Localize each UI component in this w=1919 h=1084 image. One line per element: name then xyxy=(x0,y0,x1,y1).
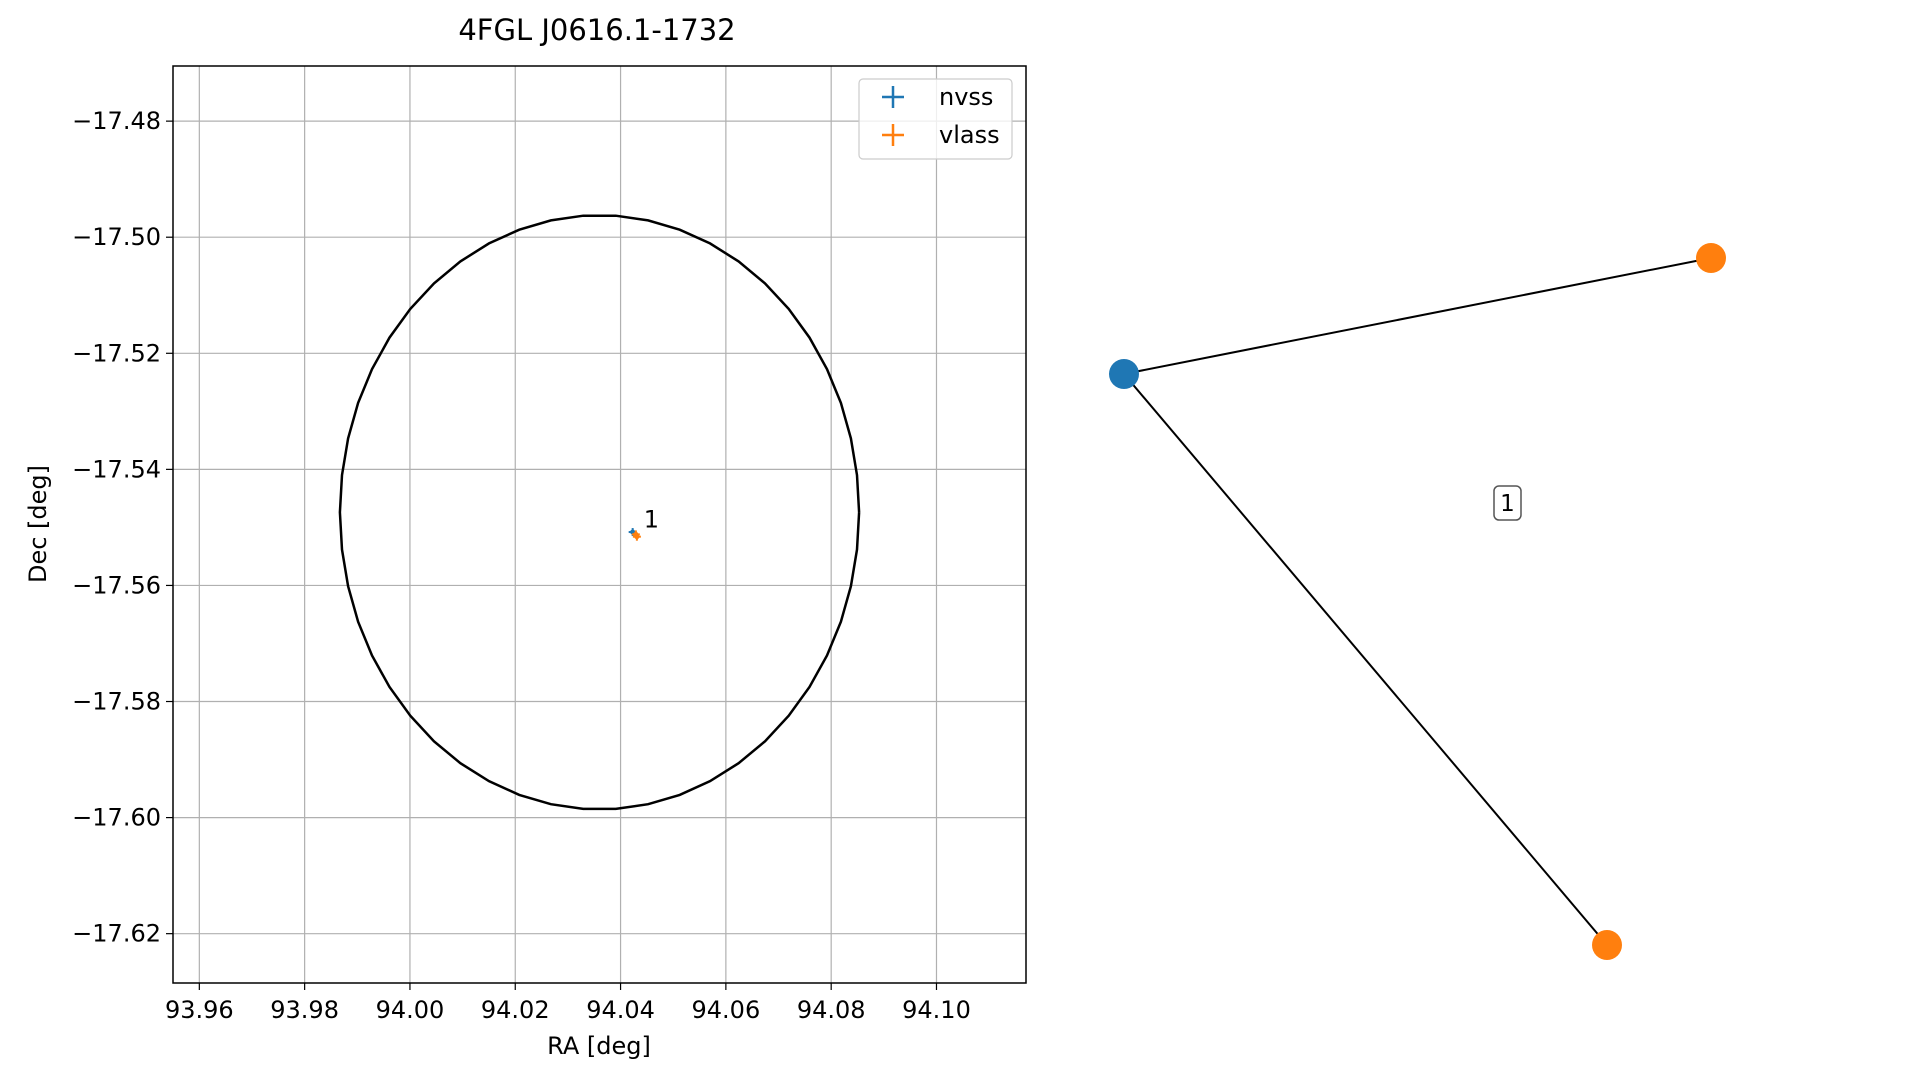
y-tick-label: −17.58 xyxy=(72,688,161,716)
legend-entry-vlass: vlass xyxy=(882,121,1000,149)
legend-vlass-label: vlass xyxy=(939,121,1000,149)
graph-label-box xyxy=(1493,485,1522,521)
legend-nvss-label: nvss xyxy=(939,83,993,111)
legend: nvss vlass xyxy=(858,78,1013,160)
x-tick-label: 94.08 xyxy=(797,996,866,1024)
graph-node-vlass-a xyxy=(1696,243,1726,273)
vlass-point xyxy=(632,532,641,541)
x-tick-label: 94.06 xyxy=(692,996,761,1024)
y-tick-label: −17.60 xyxy=(72,804,161,832)
plot-frame xyxy=(172,65,1027,984)
localization-ellipse xyxy=(338,214,861,811)
x-axis-label: RA [deg] xyxy=(547,1032,651,1060)
y-tick-label: −17.56 xyxy=(72,571,161,599)
x-tick-label: 93.96 xyxy=(165,996,234,1024)
x-axis-ticks: 93.96 93.98 94.00 94.02 94.04 94.06 94.08 94.10 xyxy=(165,983,971,1024)
vlass-marker xyxy=(634,534,640,540)
graph-edge xyxy=(1123,373,1608,946)
graph-node-nvss xyxy=(1109,359,1139,389)
annotation-layer: 1 xyxy=(644,505,659,533)
y-tick-label: −17.48 xyxy=(72,107,161,135)
plot-area: 1 xyxy=(172,65,1027,984)
y-tick-label: −17.54 xyxy=(72,455,161,483)
graph-nodes xyxy=(1109,243,1726,960)
point-annotation: 1 xyxy=(644,505,659,533)
y-tick-label: −17.50 xyxy=(72,223,161,251)
grid-lines xyxy=(173,66,1026,983)
x-tick-label: 94.02 xyxy=(481,996,550,1024)
legend-entry-nvss: nvss xyxy=(882,83,993,111)
chart-title: 4FGL J0616.1-1732 xyxy=(458,13,735,47)
graph-label: 1 xyxy=(1493,485,1522,521)
localization-ellipse-layer xyxy=(338,214,861,811)
x-tick-label: 93.98 xyxy=(270,996,339,1024)
data-points-layer xyxy=(628,528,641,541)
graph-edge xyxy=(1123,257,1712,375)
y-tick-label: −17.62 xyxy=(72,920,161,948)
graph-node-vlass-b xyxy=(1592,930,1622,960)
y-axis-ticks: −17.48 −17.50 −17.52 −17.54 −17.56 −17.58 −17.… xyxy=(72,107,173,948)
graph-edges xyxy=(1123,257,1712,946)
y-axis-label: Dec [deg] xyxy=(24,465,52,583)
crossmatch-graph: 1 xyxy=(1109,243,1726,960)
x-tick-label: 94.04 xyxy=(586,996,655,1024)
graph-label-text: 1 xyxy=(1500,491,1515,517)
legend-box xyxy=(858,78,1013,160)
x-tick-label: 94.00 xyxy=(376,996,445,1024)
x-tick-label: 94.10 xyxy=(902,996,971,1024)
y-tick-label: −17.52 xyxy=(72,339,161,367)
